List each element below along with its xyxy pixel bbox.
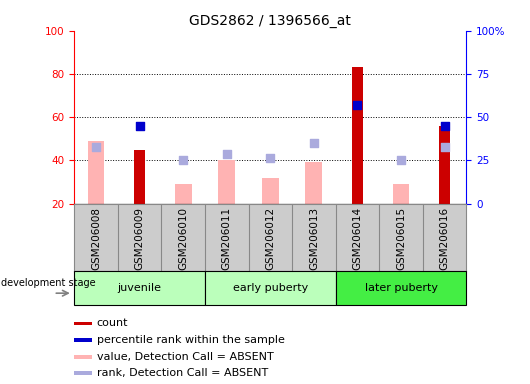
Bar (74, 355, 92, 359)
Text: GSM206015: GSM206015 (396, 207, 406, 270)
Text: later puberty: later puberty (365, 283, 438, 293)
Text: count: count (97, 318, 128, 328)
Bar (74, 321, 92, 325)
Bar (218, 161, 235, 204)
Text: GSM206008: GSM206008 (91, 207, 101, 270)
Bar (439, 126, 450, 204)
Bar (335, 271, 466, 305)
Text: rank, Detection Call = ABSENT: rank, Detection Call = ABSENT (97, 368, 268, 378)
Bar (74, 371, 92, 375)
Text: GSM206012: GSM206012 (266, 207, 275, 270)
Point (223, 151, 231, 157)
Bar (74, 338, 92, 342)
Title: GDS2862 / 1396566_at: GDS2862 / 1396566_at (189, 14, 351, 28)
Bar (74, 271, 205, 305)
Point (310, 140, 318, 146)
Point (440, 123, 449, 129)
Bar (305, 162, 322, 204)
Text: value, Detection Call = ABSENT: value, Detection Call = ABSENT (97, 352, 273, 362)
Point (440, 144, 449, 151)
Point (135, 123, 144, 129)
Bar (87, 141, 104, 204)
Text: early puberty: early puberty (233, 283, 308, 293)
Text: GSM206011: GSM206011 (222, 207, 232, 270)
Bar (352, 68, 363, 204)
Text: GSM206010: GSM206010 (178, 207, 188, 270)
Text: GSM206013: GSM206013 (309, 207, 319, 270)
Point (179, 157, 188, 164)
Bar (134, 149, 145, 204)
Point (266, 155, 275, 161)
Text: development stage: development stage (2, 278, 96, 288)
Point (397, 157, 405, 164)
Bar (175, 184, 191, 204)
Text: percentile rank within the sample: percentile rank within the sample (97, 335, 285, 345)
Point (92, 144, 100, 151)
Bar (205, 271, 335, 305)
Point (353, 102, 361, 108)
Text: GSM206016: GSM206016 (439, 207, 449, 270)
Text: GSM206014: GSM206014 (352, 207, 363, 270)
Bar (262, 178, 279, 204)
Bar (393, 184, 409, 204)
Text: GSM206009: GSM206009 (135, 207, 145, 270)
Text: juvenile: juvenile (118, 283, 162, 293)
